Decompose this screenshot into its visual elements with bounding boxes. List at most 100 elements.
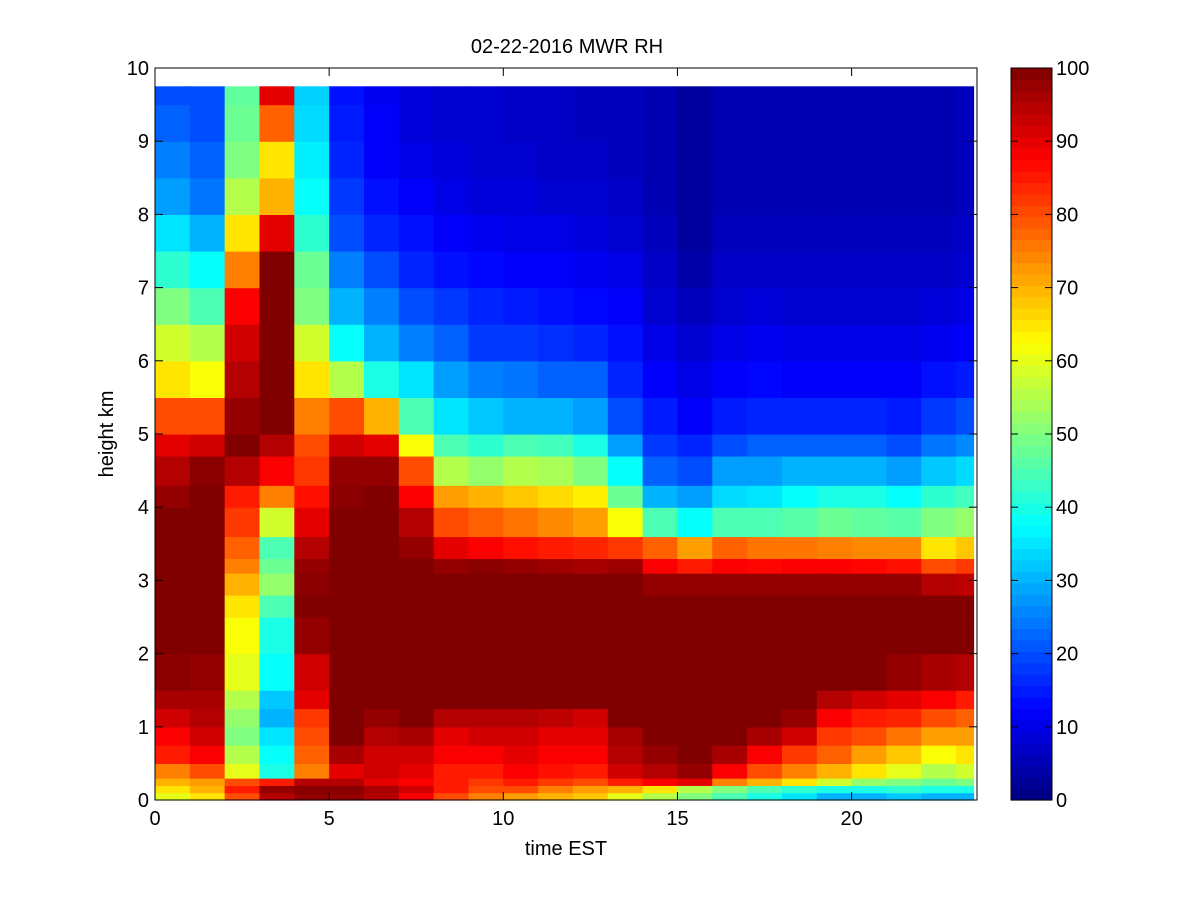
heatmap-cell bbox=[851, 708, 888, 728]
heatmap-cell bbox=[781, 763, 818, 779]
heatmap-cell bbox=[398, 86, 435, 106]
heatmap-cell bbox=[189, 536, 226, 560]
heatmap-cell bbox=[503, 434, 539, 457]
heatmap-cell bbox=[886, 558, 922, 574]
heatmap-cell bbox=[851, 251, 888, 289]
heatmap-cell bbox=[816, 434, 853, 457]
heatmap-cell bbox=[503, 573, 539, 596]
x-axis-label: time EST bbox=[525, 838, 607, 860]
heatmap-cell bbox=[363, 763, 400, 779]
heatmap-cell bbox=[224, 792, 261, 801]
colorbar-swatch bbox=[1011, 502, 1052, 515]
heatmap-cell bbox=[329, 455, 365, 486]
x-tick-label: 20 bbox=[840, 808, 862, 830]
heatmap-cell bbox=[677, 778, 713, 786]
colorbar bbox=[1011, 68, 1052, 801]
colorbar-swatch bbox=[1011, 651, 1052, 664]
heatmap-cell bbox=[189, 778, 226, 786]
heatmap-cell bbox=[433, 653, 470, 691]
heatmap-cell bbox=[259, 434, 295, 457]
heatmap-cell bbox=[155, 177, 191, 215]
heatmap-cell bbox=[224, 141, 261, 179]
heatmap-cell bbox=[747, 141, 783, 179]
heatmap-cell bbox=[224, 778, 261, 786]
x-tick-label: 0 bbox=[149, 808, 160, 830]
heatmap-cell bbox=[677, 141, 713, 179]
heatmap-cell bbox=[398, 785, 435, 794]
colorbar-swatch bbox=[1011, 353, 1052, 366]
heatmap-cell bbox=[607, 287, 644, 325]
heatmap-cell bbox=[747, 617, 783, 655]
heatmap-cell bbox=[398, 745, 435, 764]
heatmap-cell bbox=[224, 251, 261, 289]
heatmap-cell bbox=[294, 360, 330, 398]
heatmap-cell bbox=[886, 792, 922, 801]
heatmap-cell bbox=[642, 485, 679, 508]
y-tick-label: 1 bbox=[138, 717, 149, 739]
heatmap-cell bbox=[329, 573, 365, 596]
heatmap-cell bbox=[642, 778, 679, 786]
heatmap-cell bbox=[503, 214, 539, 252]
heatmap-cell bbox=[259, 287, 295, 325]
heatmap-cell bbox=[677, 214, 713, 252]
heatmap-cell bbox=[294, 558, 330, 574]
heatmap-cell bbox=[712, 360, 748, 398]
heatmap-cell bbox=[572, 573, 609, 596]
heatmap-cell bbox=[607, 617, 644, 655]
heatmap-cell bbox=[259, 397, 295, 435]
colorbar-swatch bbox=[1011, 79, 1052, 92]
heatmap-cell bbox=[468, 324, 504, 362]
heatmap-cell bbox=[712, 708, 748, 728]
heatmap-cell bbox=[886, 726, 922, 746]
heatmap-cell bbox=[398, 434, 435, 457]
heatmap-cell bbox=[329, 251, 365, 289]
heatmap-cell bbox=[155, 251, 191, 289]
heatmap-cell bbox=[607, 708, 644, 728]
heatmap-cell bbox=[189, 214, 226, 252]
heatmap-cell bbox=[363, 434, 400, 457]
heatmap-cell bbox=[886, 763, 922, 779]
heatmap-cell bbox=[956, 141, 975, 179]
heatmap-cell bbox=[259, 86, 295, 106]
colorbar-swatch bbox=[1011, 170, 1052, 183]
colorbar-swatch bbox=[1011, 742, 1052, 755]
heatmap-cell bbox=[781, 617, 818, 655]
heatmap-cell bbox=[747, 573, 783, 596]
colorbar-swatch bbox=[1011, 228, 1052, 241]
heatmap-cell bbox=[259, 763, 295, 779]
heatmap-cell bbox=[677, 690, 713, 710]
heatmap-cell bbox=[363, 708, 400, 728]
heatmap-cell bbox=[712, 287, 748, 325]
heatmap-cell bbox=[468, 595, 504, 618]
heatmap-cell bbox=[294, 595, 330, 618]
colorbar-tick-label: 70 bbox=[1056, 278, 1078, 300]
heatmap-cell bbox=[468, 536, 504, 560]
heatmap-cell bbox=[503, 177, 539, 215]
heatmap-cell bbox=[921, 455, 957, 486]
colorbar-swatch bbox=[1011, 125, 1052, 138]
heatmap-cell bbox=[886, 617, 922, 655]
heatmap-cell bbox=[538, 573, 574, 596]
heatmap-cell bbox=[712, 763, 748, 779]
heatmap-cell bbox=[642, 536, 679, 560]
heatmap-cell bbox=[642, 617, 679, 655]
heatmap-cell bbox=[155, 763, 191, 779]
heatmap-cell bbox=[607, 745, 644, 764]
heatmap-cell bbox=[956, 536, 975, 560]
heatmap-cell bbox=[224, 86, 261, 106]
heatmap-cell bbox=[189, 104, 226, 142]
heatmap-cell bbox=[503, 778, 539, 786]
heatmap-cell bbox=[851, 397, 888, 435]
heatmap-cell bbox=[189, 690, 226, 710]
heatmap-cell bbox=[781, 507, 818, 538]
heatmap-cell bbox=[642, 558, 679, 574]
heatmap-cell bbox=[642, 177, 679, 215]
y-tick-label: 10 bbox=[127, 58, 149, 80]
heatmap-cell bbox=[677, 763, 713, 779]
heatmap-cell bbox=[816, 507, 853, 538]
heatmap-cell bbox=[921, 507, 957, 538]
heatmap-cell bbox=[956, 104, 975, 142]
heatmap-cell bbox=[607, 507, 644, 538]
heatmap-cell bbox=[433, 455, 470, 486]
heatmap-cell bbox=[433, 595, 470, 618]
